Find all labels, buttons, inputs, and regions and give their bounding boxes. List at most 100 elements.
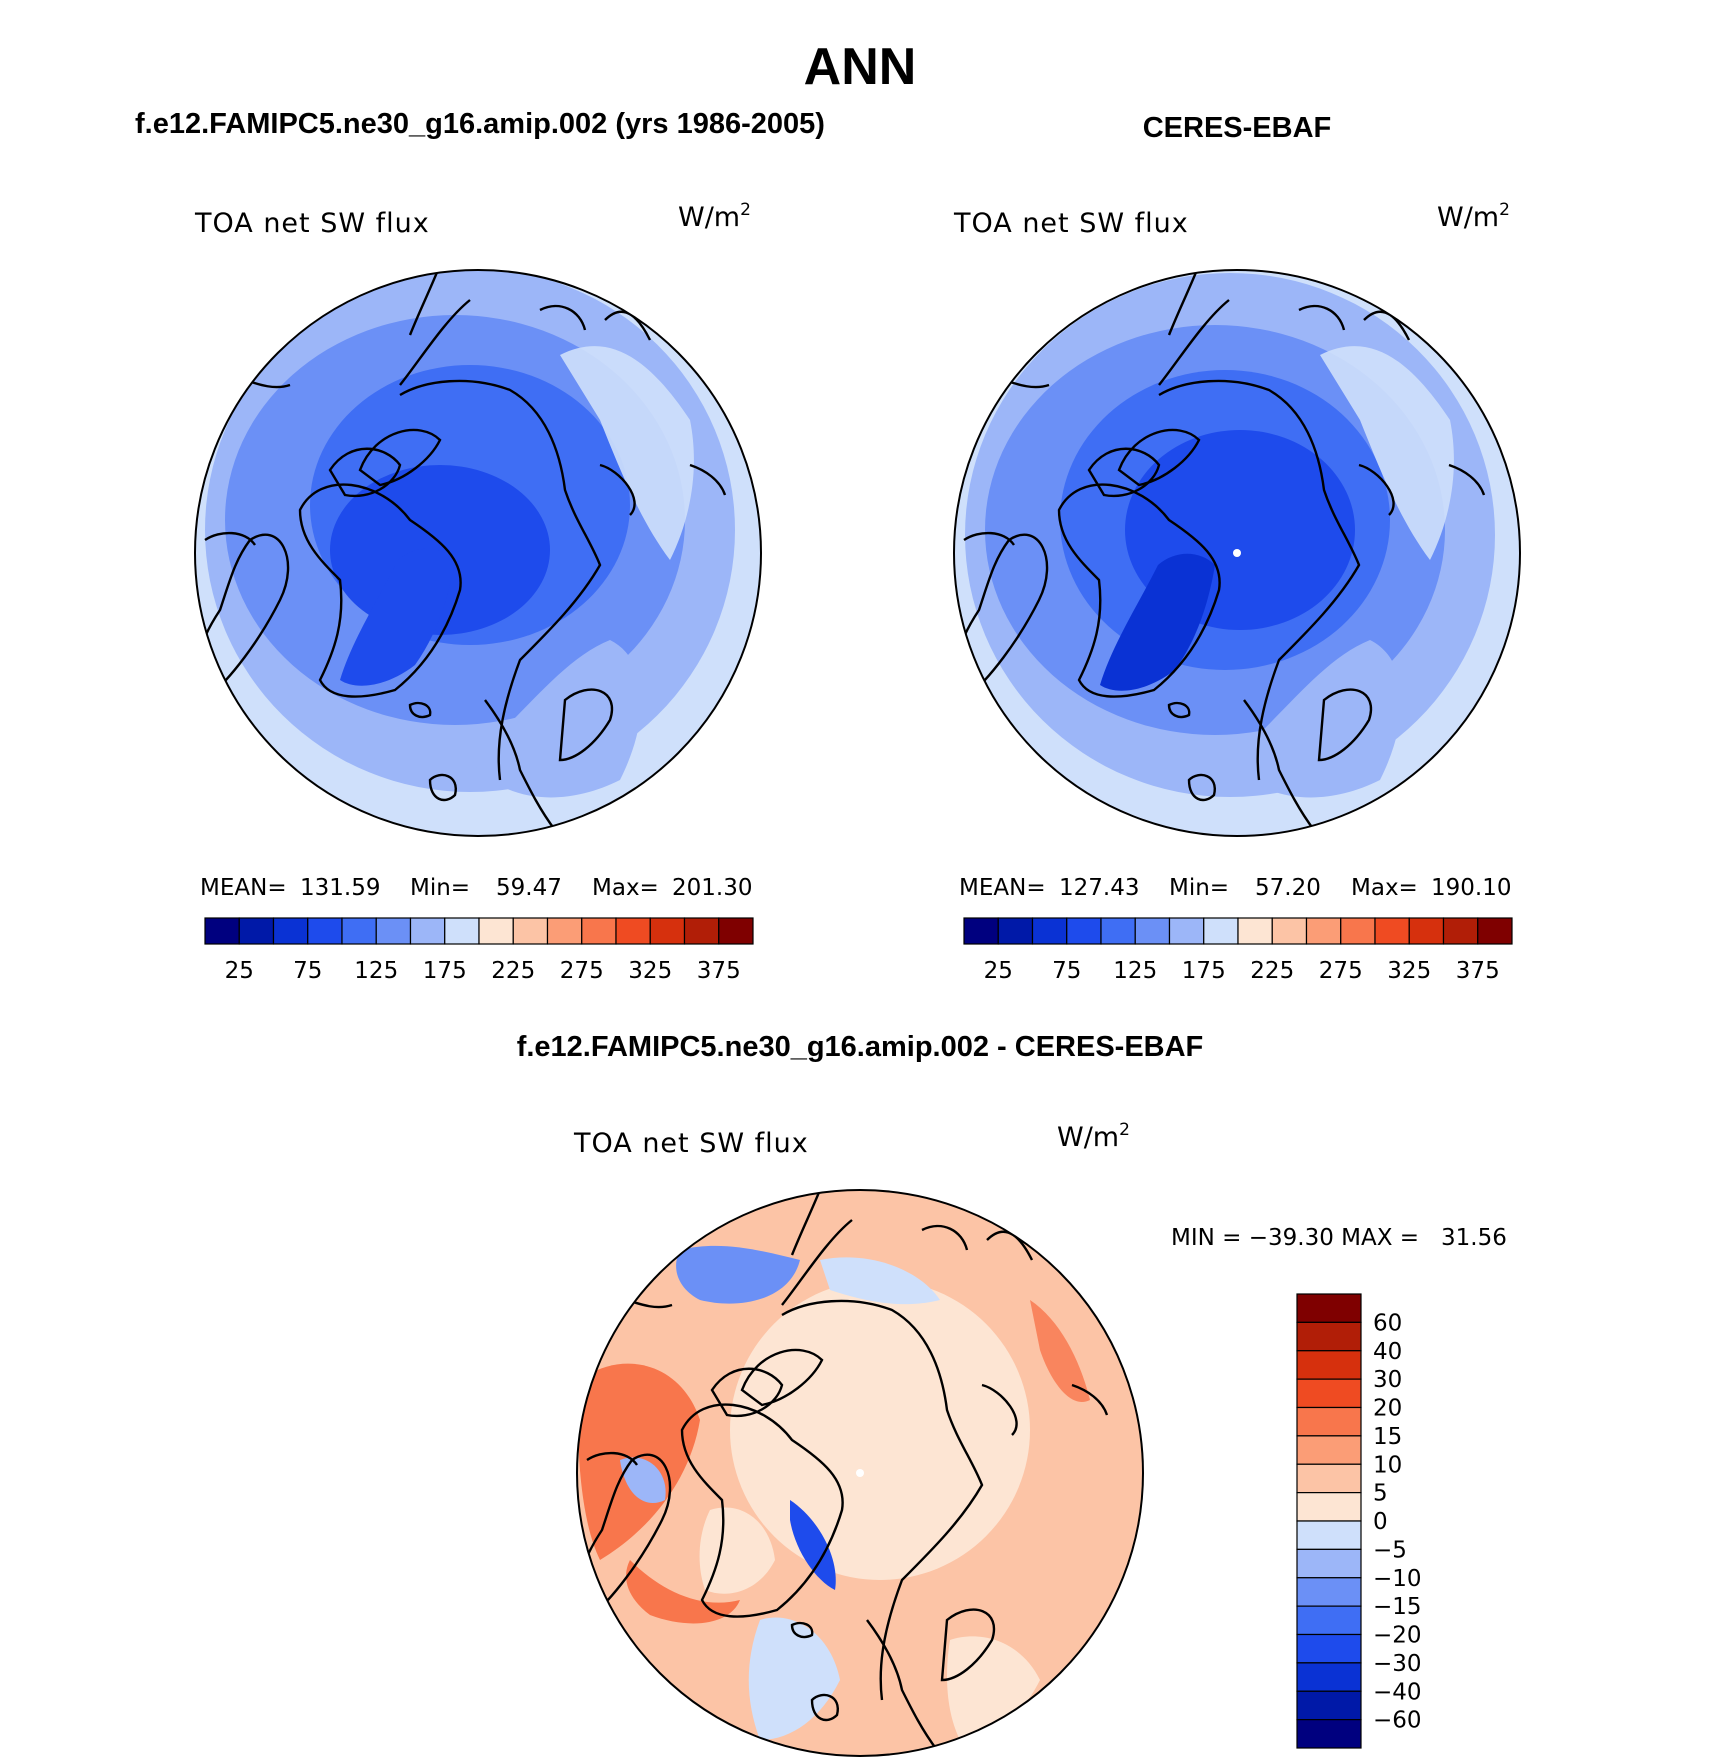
diff-colorbar-swatch: [1296, 1633, 1362, 1664]
diff-colorbar-tick-label: −20: [1373, 1623, 1422, 1649]
diff-colorbar-swatch: [1296, 1520, 1362, 1550]
diff-colorbar-tick-label: 10: [1373, 1452, 1402, 1478]
panel1-colorbar-swatch: [683, 917, 720, 945]
panel2-colorbar: 25 75 125 175 225 275 325 375: [963, 917, 1513, 984]
diff-colorbar-swatch: [1296, 1577, 1362, 1607]
panel2-colorbar-swatch: [1168, 917, 1205, 945]
panel2-colorbar-swatch: [1237, 917, 1273, 945]
panel1-colorbar-swatch: [375, 917, 412, 945]
diff-colorbar-tick-label: −60: [1373, 1708, 1422, 1734]
diff-colorbar-swatch: [1296, 1378, 1362, 1409]
panel2-stats: MEAN= 127.43 Min= 57.20 Max= 190.10: [959, 875, 1511, 901]
diff-colorbar-tick-label: 20: [1373, 1396, 1402, 1422]
diff-colorbar-tick-label: −30: [1373, 1651, 1422, 1677]
diff-colorbar-tick-label: 30: [1373, 1367, 1402, 1393]
diff-minmax: MIN = −39.30 MAX = 31.56: [1171, 1225, 1507, 1251]
diff-colorbar-tick-label: 5: [1373, 1481, 1388, 1507]
panel2-colorbar-swatch: [997, 917, 1034, 945]
diff-colorbar-tick-label: 40: [1373, 1339, 1402, 1365]
panel1-min-label: Min=: [410, 875, 470, 901]
panel2-colorbar-tick-label: 325: [1387, 958, 1431, 984]
diff-colorbar-tick-label: −40: [1373, 1679, 1422, 1705]
diff-colorbar-swatch: [1296, 1321, 1362, 1352]
panel1-mean-value: 131.59: [300, 875, 380, 901]
diff-colorbar-swatch: [1296, 1690, 1362, 1721]
main-title: ANN: [804, 38, 917, 96]
diff-colorbar-swatch: [1296, 1548, 1362, 1579]
panel1-colorbar: 25 75 125 175 225 275 325 375: [204, 917, 754, 984]
panel2-colorbar-swatch: [1305, 917, 1342, 945]
panel2-colorbar-swatch: [1066, 917, 1102, 945]
panel2-colorbar-swatch: [1340, 917, 1376, 945]
diff-colorbar-swatch: [1296, 1463, 1362, 1494]
panel2-colorbar-swatch: [1031, 917, 1068, 945]
panel2-colorbar-swatch: [1408, 917, 1445, 945]
panel2-colorbar-swatch: [1271, 917, 1308, 945]
panel2-colorbar-swatch: [1100, 917, 1136, 945]
diff-colorbar-swatch: [1296, 1719, 1362, 1749]
panel1-colorbar-tick-label: 175: [423, 958, 467, 984]
diff-colorbar-swatch: [1296, 1605, 1362, 1636]
panel1-colorbar-swatch: [409, 917, 446, 945]
panel2-min-value: 57.20: [1255, 875, 1321, 901]
diff-colorbar-swatch: [1296, 1662, 1362, 1692]
diff-colorbar-tick-label: −5: [1373, 1537, 1407, 1563]
panel2-min-label: Min=: [1169, 875, 1229, 901]
panel1-min-value: 59.47: [496, 875, 562, 901]
panel1-colorbar-swatch: [512, 917, 549, 945]
panel1-variable: TOA net SW flux: [194, 208, 430, 239]
panel1-units: W/m2: [678, 200, 751, 233]
panel2-colorbar-tick-label: 275: [1319, 958, 1363, 984]
panel1-colorbar-swatch: [307, 917, 343, 945]
diff-variable: TOA net SW flux: [573, 1128, 809, 1159]
panel1-colorbar-tick-label: 75: [293, 958, 322, 984]
panel1-colorbar-swatch: [204, 917, 240, 945]
panel2-colorbar-swatch: [1374, 917, 1410, 945]
panel1-colorbar-swatch: [272, 917, 309, 945]
panel2-variable: TOA net SW flux: [953, 208, 1189, 239]
panel2-mean-label: MEAN=: [959, 875, 1046, 901]
panel1-colorbar-tick-label: 125: [354, 958, 398, 984]
diff-units: W/m2: [1057, 1120, 1130, 1153]
panel2-colorbar-tick-label: 75: [1052, 958, 1081, 984]
panel2-header: CERES-EBAF: [1143, 112, 1332, 144]
diff-colorbar-swatch: [1296, 1406, 1362, 1437]
panel1-colorbar-swatch: [718, 917, 754, 945]
panel1-colorbar-swatch: [238, 917, 275, 945]
panel1-header: f.e12.FAMIPC5.ne30_g16.amip.002 (yrs 198…: [135, 108, 825, 140]
panel2-max-label: Max=: [1351, 875, 1418, 901]
diff-colorbar-tick-label: −15: [1373, 1594, 1422, 1620]
panel1-colorbar-tick-label: 325: [628, 958, 672, 984]
diff-pole-marker: [856, 1469, 864, 1477]
panel2-max-value: 190.10: [1431, 875, 1511, 901]
diff-colorbar-tick-label: −10: [1373, 1566, 1422, 1592]
panel1-max-label: Max=: [592, 875, 659, 901]
panel2-pole-marker: [1233, 549, 1241, 557]
panel2-colorbar-tick-label: 225: [1250, 958, 1294, 984]
panel1-colorbar-swatch: [649, 917, 686, 945]
diff-colorbar-swatch: [1296, 1492, 1362, 1522]
panel1-mean-label: MEAN=: [200, 875, 287, 901]
diff-polar-map: [576, 1189, 1144, 1757]
diff-colorbar-tick-label: 0: [1373, 1509, 1388, 1535]
panel2-mean-value: 127.43: [1059, 875, 1139, 901]
diff-colorbar-tick-label: 60: [1373, 1310, 1402, 1336]
panel2-colorbar-swatch: [1442, 917, 1479, 945]
panel1-colorbar-tick-label: 375: [697, 958, 741, 984]
panel1-colorbar-tick-label: 25: [225, 958, 254, 984]
panel2-colorbar-swatch: [1477, 917, 1513, 945]
panel1-colorbar-swatch: [581, 917, 617, 945]
panel1-max-value: 201.30: [672, 875, 752, 901]
panel2-colorbar-swatch: [963, 917, 999, 945]
panel2-colorbar-swatch: [1203, 917, 1239, 945]
panel2-colorbar-swatch: [1134, 917, 1171, 945]
panel2-map-border: [953, 269, 1521, 837]
diff-colorbar-swatch: [1296, 1435, 1362, 1465]
panel1-colorbar-swatch: [478, 917, 514, 945]
panel2-polar-map: [953, 269, 1521, 837]
panel1-polar-map: [194, 269, 762, 837]
panel1-colorbar-swatch: [615, 917, 651, 945]
panel1-map-border: [194, 269, 762, 837]
